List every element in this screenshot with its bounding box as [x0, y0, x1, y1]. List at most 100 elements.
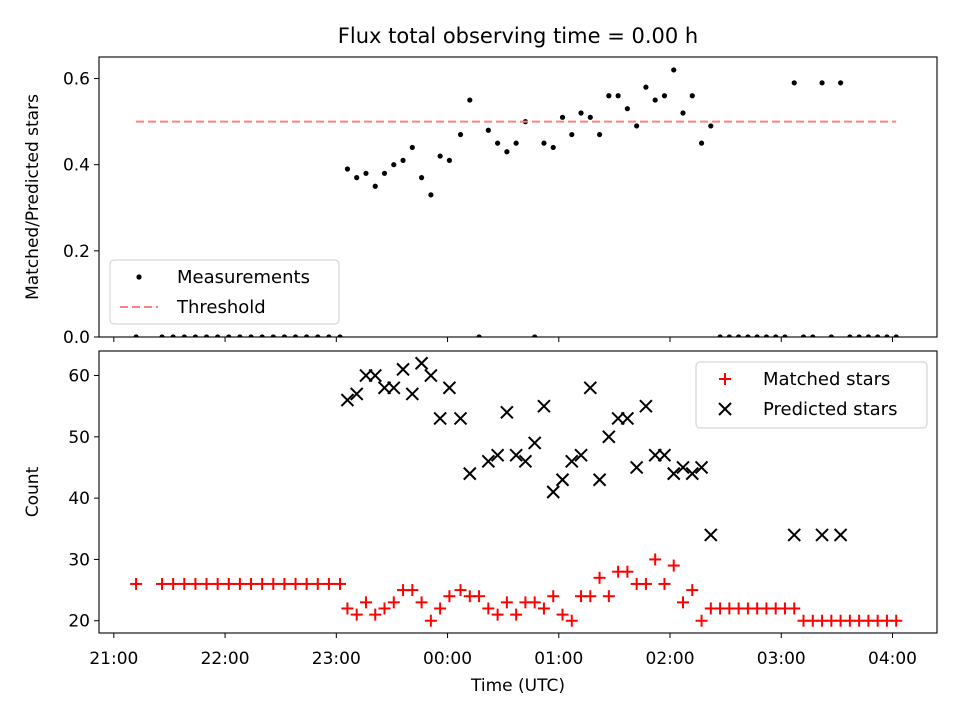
top-measurement-point — [745, 334, 751, 337]
top-measurement-point — [363, 170, 369, 176]
bottom-matched-point — [267, 577, 280, 590]
bottom-matched-point — [289, 577, 302, 590]
top-measurement-point — [893, 334, 899, 337]
top-measurement-point — [643, 84, 649, 90]
bottom-ytick-label: 30 — [68, 550, 90, 570]
bottom-matched-point — [667, 559, 680, 572]
top-measurement-point — [596, 131, 603, 138]
bottom-predicted-point-b — [442, 381, 457, 395]
top-measurement-point — [856, 334, 862, 337]
top-measurement-point — [875, 334, 881, 337]
bottom-matched-point — [491, 608, 504, 621]
bottom-predicted-point — [833, 528, 848, 542]
top-measurement-point — [133, 334, 139, 337]
bottom-axes-frame — [98, 350, 938, 634]
top-measurement-point — [717, 334, 723, 337]
bottom-matched-point — [443, 590, 456, 603]
top-axes-frame — [98, 56, 938, 338]
bottom-ytick-label: 40 — [68, 489, 90, 509]
bottom-predicted-point — [787, 528, 801, 542]
bottom-predicted-point-b — [387, 381, 401, 395]
bottom-predicted-point-b — [639, 399, 653, 413]
bottom-predicted-point — [414, 356, 429, 370]
top-measurement-point — [192, 334, 199, 337]
bottom-predicted-point — [537, 399, 551, 413]
top-measurement-point — [467, 97, 473, 103]
top-measurement-point — [513, 140, 519, 146]
top-panel: 0.0 0.2 0.4 0.6 Flux total observing time = … — [23, 24, 938, 348]
top-measurement-point — [661, 93, 668, 99]
bottom-ytick-label: 20 — [68, 612, 90, 632]
bottom-predicted-point-b — [546, 485, 560, 499]
top-measurement-point — [485, 127, 491, 133]
bottom-matched-point — [256, 577, 269, 590]
bottom-ytick-label: 50 — [68, 428, 90, 448]
top-measurement-point — [773, 334, 779, 337]
bottom-xtick-label: 22:00 — [201, 649, 250, 669]
bottom-predicted-point — [629, 460, 644, 475]
bottom-predicted-point — [387, 381, 401, 395]
bottom-predicted-point-b — [685, 466, 699, 481]
bottom-matched-point — [584, 590, 597, 603]
bottom-matched-point — [387, 596, 400, 609]
bottom-xtick-label: 04:00 — [868, 649, 917, 669]
bottom-legend-label: Matched stars — [763, 369, 890, 390]
top-measurement-point — [569, 131, 575, 138]
bottom-predicted-point — [527, 436, 542, 450]
bottom-matched-point — [639, 577, 652, 590]
top-measurement-point — [532, 334, 538, 337]
bottom-matched-point — [473, 590, 486, 603]
bottom-matched-point — [621, 565, 634, 578]
bottom-matched-point — [130, 577, 143, 590]
top-measurement-point — [292, 334, 299, 337]
top-measurement-point — [791, 80, 797, 86]
bottom-matched-point — [593, 571, 606, 584]
bottom-predicted-point — [368, 368, 382, 383]
bottom-predicted-point-b — [368, 368, 382, 383]
bottom-matched-point — [189, 577, 202, 590]
top-measurement-point — [428, 192, 434, 198]
bottom-predicted-point — [704, 528, 718, 542]
top-legend-label: Threshold — [176, 297, 266, 318]
bottom-predicted-point-b — [396, 362, 410, 377]
top-ytick-label: 0.6 — [63, 70, 90, 90]
bottom-matched-point — [178, 577, 191, 590]
top-measurement-point — [810, 334, 816, 337]
top-measurement-point — [270, 334, 276, 337]
top-measurement-point — [837, 80, 844, 86]
bottom-xtick-label: 03:00 — [757, 649, 806, 669]
chart-title: Flux total observing time = 0.00 h — [338, 24, 698, 48]
bottom-ytick-label: 60 — [68, 367, 90, 387]
bottom-predicted-point — [620, 411, 635, 426]
bottom-predicted-point — [555, 473, 570, 487]
bottom-predicted-point — [565, 454, 579, 469]
top-measurement-point — [634, 123, 640, 129]
bottom-predicted-point-b — [481, 454, 496, 469]
bottom-matched-point — [556, 608, 569, 621]
bottom-predicted-point-b — [500, 405, 514, 420]
top-measurement-point — [476, 334, 482, 337]
bottom-matched-point — [677, 596, 690, 609]
top-measurement-point — [237, 334, 243, 337]
bottom-predicted-point — [667, 466, 681, 481]
bottom-predicted-point — [442, 381, 457, 395]
bottom-matched-point — [695, 614, 708, 627]
top-legend-label: Measurements — [177, 267, 310, 288]
bottom-legend: Matched stars Predicted stars — [695, 361, 928, 429]
top-measurement-point — [578, 110, 584, 116]
bottom-predicted-point-b — [414, 356, 429, 370]
top-measurement-point — [726, 334, 732, 337]
bottom-predicted-point-b — [704, 528, 718, 542]
top-measurement-point — [559, 114, 566, 120]
top-measurement-point — [400, 157, 406, 163]
top-measurement-point — [203, 334, 210, 337]
bottom-matched-point — [565, 614, 578, 627]
bottom-xtick-label: 01:00 — [534, 649, 583, 669]
top-measurement-point — [226, 334, 232, 337]
top-measurement-point — [337, 334, 343, 337]
bottom-predicted-point — [639, 399, 653, 413]
top-measurement-point — [344, 166, 351, 172]
top-measurement-point — [437, 153, 443, 159]
bottom-matched-point — [322, 577, 335, 590]
